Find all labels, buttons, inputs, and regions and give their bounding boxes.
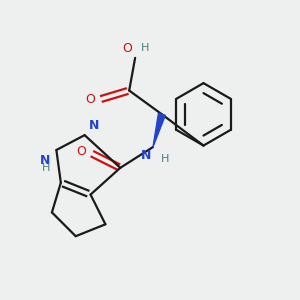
Text: O: O bbox=[85, 93, 95, 106]
Text: H: H bbox=[42, 164, 50, 173]
Text: N: N bbox=[40, 154, 50, 167]
Text: N: N bbox=[89, 119, 99, 132]
Text: H: H bbox=[161, 154, 169, 164]
Text: O: O bbox=[76, 145, 86, 158]
Text: H: H bbox=[141, 44, 149, 53]
Polygon shape bbox=[153, 113, 165, 147]
Text: N: N bbox=[141, 148, 152, 161]
Text: O: O bbox=[122, 43, 132, 56]
